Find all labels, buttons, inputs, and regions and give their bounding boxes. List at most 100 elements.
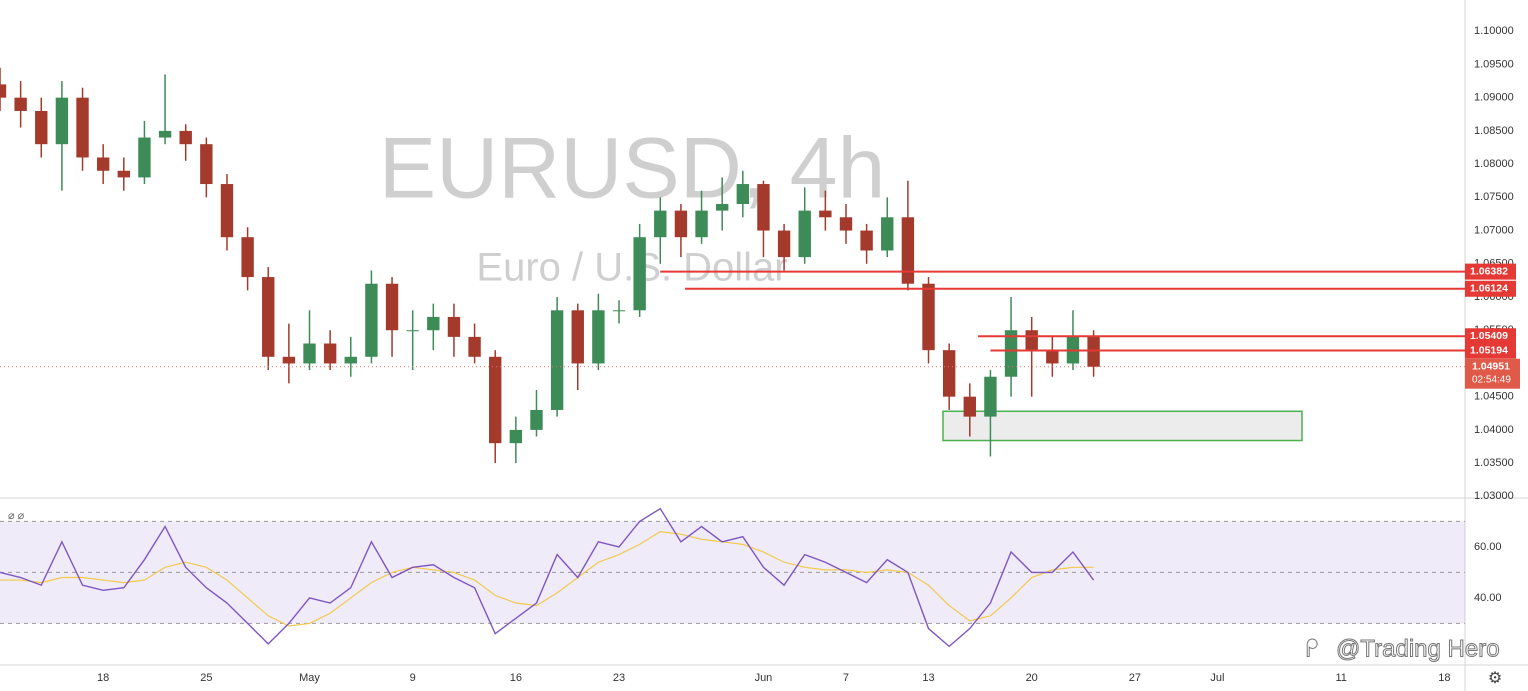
x-tick-label: 16 [510,672,522,684]
y-tick-label: 1.08500 [1474,125,1514,137]
y-tick-label: 1.07000 [1474,224,1514,236]
y-tick-label: 1.03500 [1474,457,1514,469]
candle-body [241,237,254,278]
watermark-title: EURUSD, 4h [379,121,886,217]
candle-body [282,356,296,364]
candle-body [612,310,626,312]
candle-body [262,277,275,357]
watermark-text: @Trading Hero [1336,635,1500,662]
candle-body [881,217,894,251]
candle-body [1046,350,1059,364]
y-tick-label: 1.03000 [1474,490,1514,502]
price-label-box [1465,280,1516,297]
price-label: 1.06382 [1470,265,1508,277]
x-tick-label: 25 [200,672,212,684]
watermark-logo: ᖰ [1306,635,1318,662]
y-tick-label: 1.04000 [1474,424,1514,436]
price-label-box [1465,342,1516,359]
candle-body [633,237,646,311]
y-tick-label: 60.00 [1474,541,1502,553]
y-tick-label: 1.04500 [1474,391,1514,403]
candle-body [200,144,213,185]
x-tick-label: 23 [613,672,625,684]
candle-body [984,376,997,417]
price-label: 1.05194 [1470,344,1508,356]
candle-body [757,184,770,231]
candle-body [427,316,440,331]
candle-body [530,409,543,430]
candle-body [695,210,708,238]
pane-icons[interactable]: ⌀ ⌀ [8,510,25,522]
candle-body [922,283,935,351]
candle-body [963,396,976,417]
candle-body [509,429,523,444]
candle-body [344,356,357,364]
watermark-subtitle: Euro / U.S. Dollar [476,246,787,290]
y-tick-label: 1.08000 [1474,158,1514,170]
settings-icon[interactable]: ⚙ [1488,670,1502,687]
candle-body [942,350,956,397]
candle-body [1025,330,1038,351]
x-tick-label: 13 [922,672,934,684]
candle-body [468,336,481,357]
x-tick-label: Jul [1210,672,1224,684]
candle-body [798,210,811,258]
candle-body [35,110,48,145]
candle-body [55,97,69,145]
x-tick-label: 27 [1129,672,1141,684]
x-tick-label: May [299,672,320,684]
candle-body [489,356,502,444]
last-price-label: 1.04951 [1472,360,1510,372]
candle-body [117,170,130,178]
candle-body [76,97,89,158]
candle-body [736,184,750,204]
candle-body [385,283,399,331]
candle-body [777,230,791,258]
x-tick-label: 9 [410,672,416,684]
candle-body [901,217,915,284]
candle-body [158,130,172,138]
demand-zone [942,410,1303,442]
y-tick-label: 40.00 [1474,592,1502,604]
y-tick-label: 1.09000 [1474,92,1514,104]
price-label: 1.05409 [1470,330,1508,342]
x-tick-label: 18 [97,672,109,684]
price-label: 1.06124 [1470,283,1508,295]
price-label-box [1465,328,1516,345]
candle-body [839,217,853,231]
last-price-box [1465,358,1520,389]
y-tick-label: 1.07500 [1474,191,1514,203]
y-tick-label: 1.09500 [1474,58,1514,70]
candle-body [179,130,192,145]
x-tick-label: 7 [843,672,849,684]
rsi-ma-line [0,531,1094,627]
candle-body [406,330,419,332]
countdown: 02:54:49 [1472,374,1511,385]
x-tick-label: 18 [1438,672,1450,684]
candle-body [860,230,873,251]
candle-body [571,310,584,364]
candle-body [550,310,564,410]
candle-body [0,84,7,98]
candle-body [323,343,337,364]
candle-body [592,310,605,364]
candle-body [1087,336,1100,367]
candle-body [96,157,110,171]
candle-body [1004,330,1018,377]
candle-body [654,210,667,238]
rsi-band [0,521,1465,624]
price-label-box [1465,263,1516,280]
x-tick-label: Jun [755,672,773,684]
candle-body [138,137,151,178]
x-tick-label: 20 [1026,672,1038,684]
candle-body [447,316,461,337]
rsi-line [0,507,1095,648]
candle-body [674,210,688,238]
y-tick-label: 1.10000 [1474,25,1514,37]
candle-body [819,210,832,218]
candle-body [715,203,729,211]
candle-body [220,184,234,238]
candle-body [365,283,378,357]
